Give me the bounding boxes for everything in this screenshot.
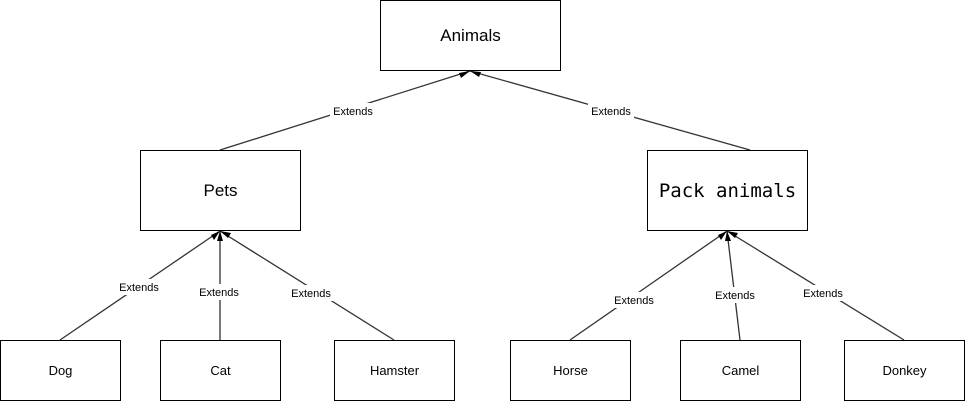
node-label: Animals bbox=[440, 25, 501, 45]
node-label: Cat bbox=[210, 363, 231, 378]
node-cat[interactable]: Cat bbox=[160, 340, 281, 401]
node-pets[interactable]: Pets bbox=[140, 150, 301, 231]
edge-donkey-to-pack-animals: Extends bbox=[726, 230, 905, 341]
edge-cat-to-pets: Extends bbox=[196, 231, 242, 340]
arrow-head-icon bbox=[220, 231, 231, 238]
edge-horse-to-pack-animals: Extends bbox=[569, 230, 728, 341]
node-pack-animals[interactable]: Pack animals bbox=[647, 150, 808, 231]
node-label: Horse bbox=[553, 363, 588, 378]
edge-label: Extends bbox=[715, 290, 755, 302]
arrow-head-icon bbox=[470, 71, 481, 77]
edge-label: Extends bbox=[199, 287, 239, 299]
edge-label: Extends bbox=[591, 106, 631, 118]
arrow-head-icon bbox=[727, 231, 738, 238]
edge-label: Extends bbox=[614, 295, 654, 307]
edge-pack-animals-to-animals: Extends bbox=[469, 70, 751, 151]
node-animals[interactable]: Animals bbox=[380, 0, 561, 71]
node-label: Pack animals bbox=[658, 179, 797, 202]
edge-pets-to-animals: Extends bbox=[219, 70, 471, 151]
node-hamster[interactable]: Hamster bbox=[334, 340, 455, 401]
edge-camel-to-pack-animals: Extends bbox=[712, 230, 758, 341]
arrow-head-icon bbox=[718, 231, 727, 240]
arrow-head-icon bbox=[217, 231, 223, 241]
arrow-head-icon bbox=[211, 231, 220, 240]
edge-label: Extends bbox=[803, 288, 843, 300]
edge-hamster-to-pets: Extends bbox=[219, 230, 395, 341]
node-horse[interactable]: Horse bbox=[510, 340, 631, 401]
node-label: Camel bbox=[721, 363, 760, 378]
edge-label: Extends bbox=[291, 288, 331, 300]
node-camel[interactable]: Camel bbox=[680, 340, 801, 401]
arrow-head-icon bbox=[725, 231, 731, 241]
node-donkey[interactable]: Donkey bbox=[844, 340, 965, 401]
edge-dog-to-pets: Extends bbox=[59, 230, 221, 341]
node-dog[interactable]: Dog bbox=[0, 340, 121, 401]
node-label: Dog bbox=[48, 363, 73, 378]
edge-label: Extends bbox=[119, 282, 159, 294]
arrow-head-icon bbox=[459, 71, 470, 78]
node-label: Pets bbox=[203, 180, 238, 200]
node-label: Donkey bbox=[882, 363, 927, 378]
node-label: Hamster bbox=[369, 363, 420, 378]
edge-label: Extends bbox=[333, 106, 373, 118]
